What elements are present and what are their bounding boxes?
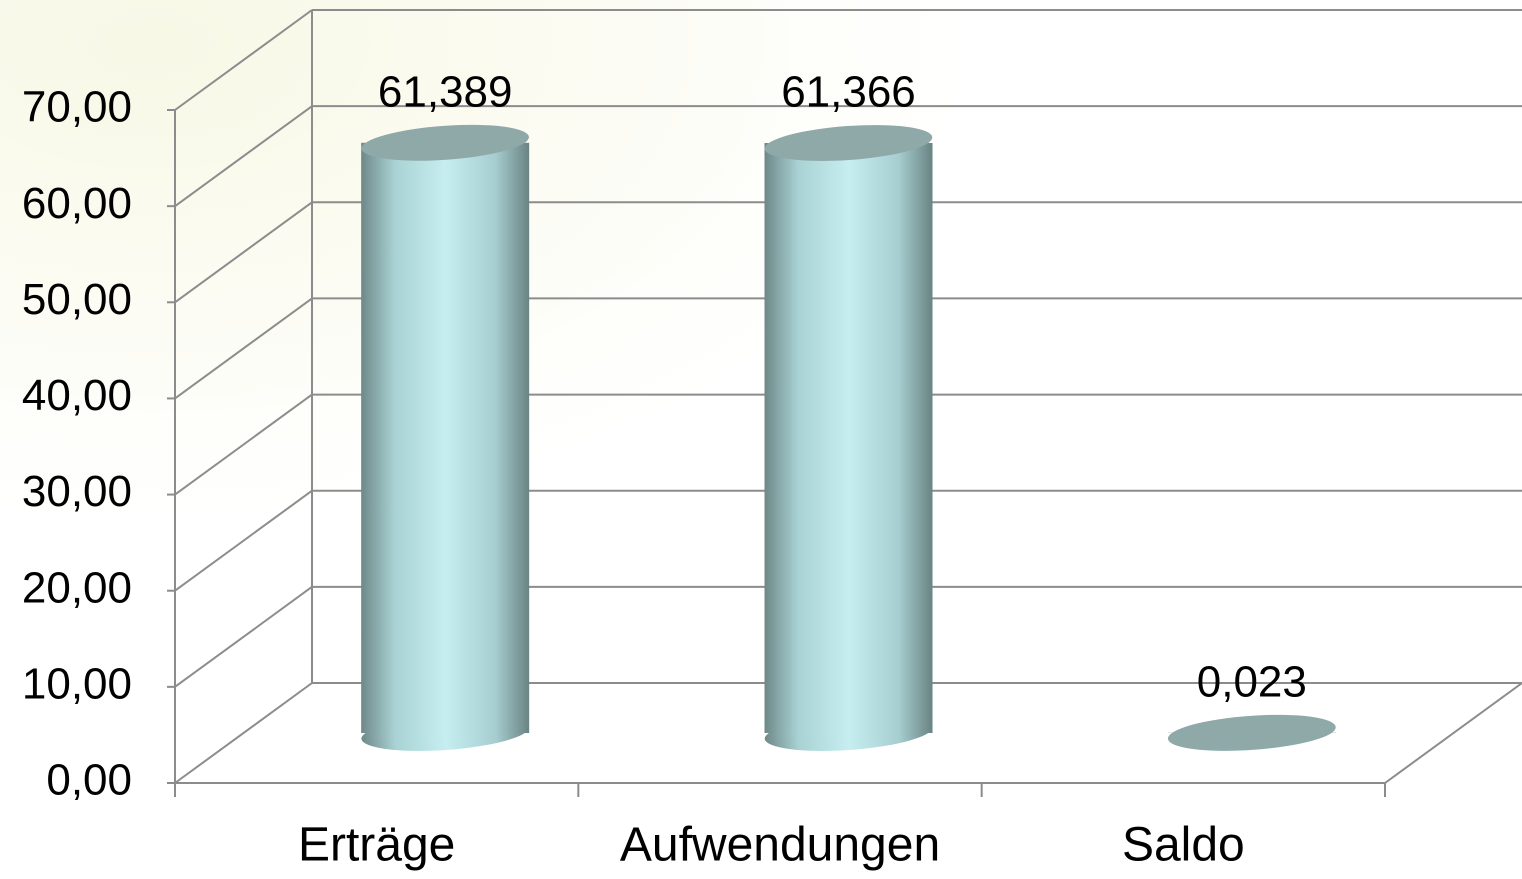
grid-line	[174, 105, 313, 207]
axis-line	[1384, 682, 1522, 784]
grid-line	[174, 393, 313, 496]
y-tick-label: 10,00	[22, 659, 132, 708]
y-tick-label: 0,00	[46, 756, 132, 805]
grid-line	[174, 489, 313, 592]
x-tick-label: Aufwendungen	[620, 819, 940, 872]
bar-top	[1168, 714, 1336, 751]
y-tick-label: 60,00	[22, 179, 132, 228]
grid-line	[174, 297, 313, 400]
bar	[764, 143, 933, 733]
y-tick-label: 30,00	[22, 467, 132, 516]
plot: 0,00 10,00 20,00 30,00 40,00 50,00 60,00 70,00 E…	[22, 9, 1522, 872]
grid-line	[174, 682, 313, 784]
bar-top	[764, 125, 933, 161]
data-label: 61,389	[378, 67, 513, 116]
grid-line	[174, 9, 313, 111]
x-tick-label: Saldo	[1122, 819, 1245, 872]
y-tick-label: 70,00	[22, 83, 132, 132]
grid-line	[174, 201, 313, 304]
data-label: 0,023	[1197, 657, 1307, 706]
x-tick-label: Erträge	[298, 819, 455, 872]
y-tick-label: 20,00	[22, 563, 132, 612]
grid-line	[174, 586, 313, 688]
y-tick-label: 50,00	[22, 275, 132, 324]
y-tick-label: 40,00	[22, 371, 132, 420]
data-label: 61,366	[781, 68, 916, 117]
bar-top	[361, 124, 529, 161]
bar	[361, 142, 530, 733]
